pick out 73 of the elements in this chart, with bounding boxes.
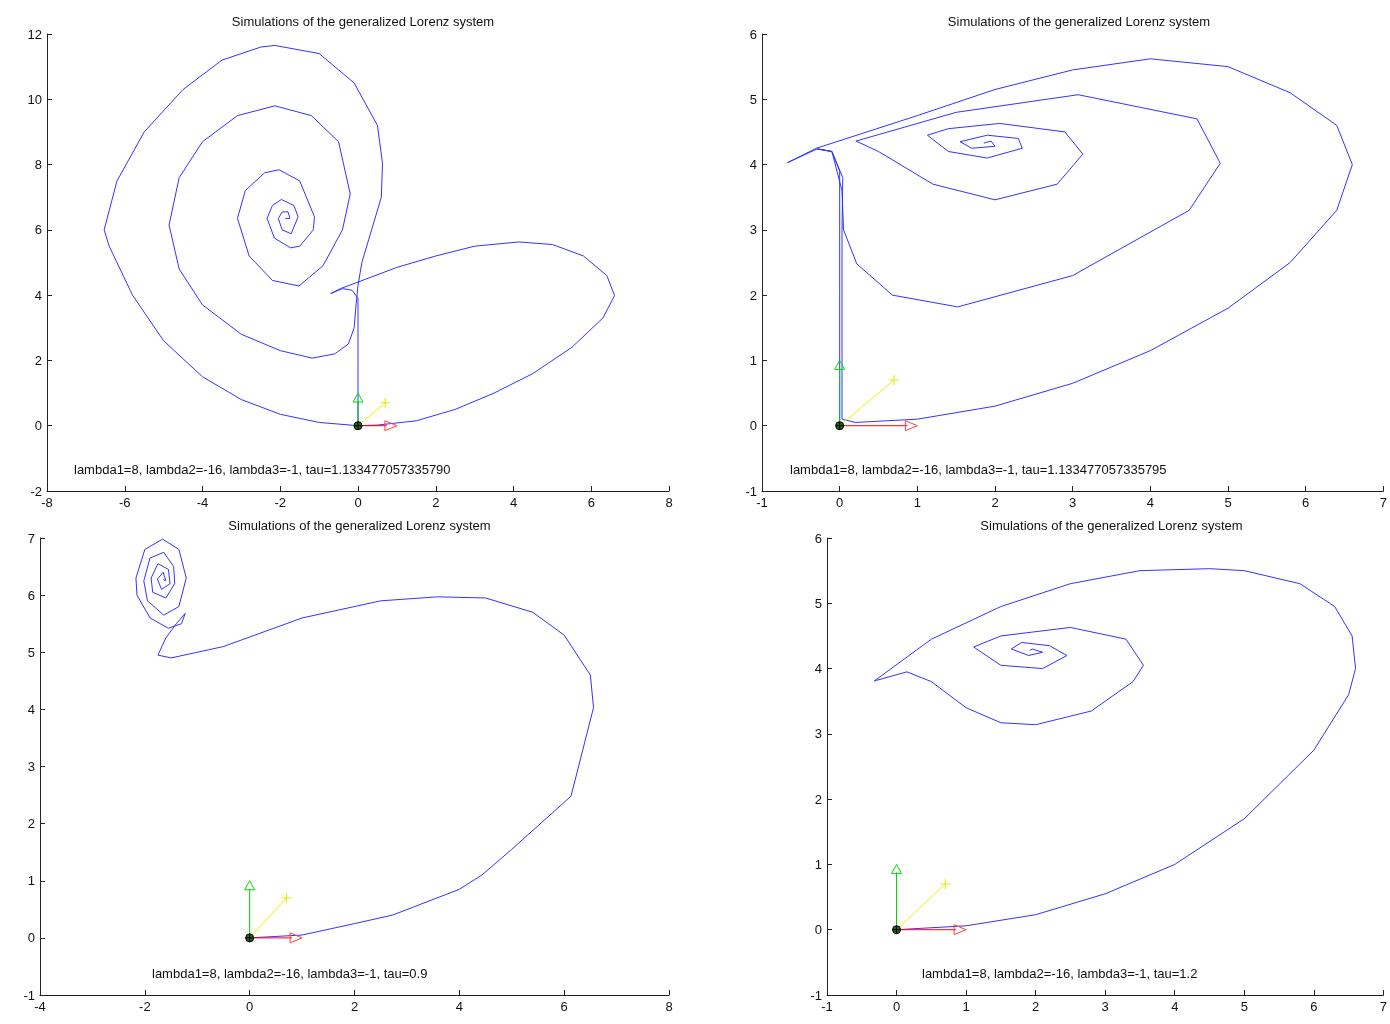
annotation: lambda1=8, lambda2=-16, lambda3=-1, tau=1.133477057335790 [74, 462, 451, 477]
x-tick-label: 2 [350, 999, 359, 1014]
y-tick-label: 1 [749, 352, 757, 368]
y-tick-label: -1 [810, 987, 822, 1003]
x-tick-label: 0 [892, 999, 901, 1014]
x-tick-label: 6 [1310, 999, 1318, 1014]
annotation: lambda1=8, lambda2=-16, lambda3=-1, tau=1.133477057335795 [790, 462, 1167, 477]
y-tick-label: 5 [27, 644, 35, 660]
x-tick-label: 4 [1171, 999, 1179, 1014]
y-tick-label: 6 [749, 26, 757, 42]
y-tick-label: 10 [27, 91, 42, 107]
x-tick-label: 8 [665, 999, 673, 1014]
x-tick-label: 4 [509, 495, 518, 510]
y-tick-label: 5 [814, 595, 822, 611]
x-tick-label: 6 [560, 999, 568, 1014]
x-tick-label: 6 [1302, 495, 1310, 510]
y-tick-label: 3 [27, 759, 35, 774]
y-tick-label: 6 [27, 587, 35, 603]
x-tick-label: -4 [196, 495, 209, 510]
x-tick-label: 2 [1032, 999, 1040, 1014]
y-tick-label: 5 [749, 91, 757, 107]
y-tick-label: 2 [814, 791, 822, 807]
y-tick-label: 0 [814, 922, 822, 938]
x-tick-label: 5 [1240, 999, 1248, 1014]
x-tick-label: -6 [118, 495, 131, 510]
y-tick-label: 4 [749, 157, 757, 173]
x-tick-label: -2 [274, 495, 287, 510]
chart-title: Simulations of the generalized Lorenz system [980, 518, 1243, 533]
y-tick-label: 1 [814, 856, 822, 872]
y-tick-label: 7 [27, 530, 35, 546]
y-tick-label: 3 [814, 726, 822, 742]
annotation: lambda1=8, lambda2=-16, lambda3=-1, tau=1.2 [922, 966, 1198, 981]
y-tick-label: -2 [30, 483, 42, 499]
y-tick-label: 6 [814, 530, 822, 546]
x-tick-label: 5 [1224, 495, 1232, 510]
y-tick-label: 0 [749, 418, 757, 434]
x-tick-label: -4 [34, 999, 46, 1014]
x-tick-label: 4 [455, 999, 463, 1014]
x-tick-label: 0 [354, 495, 362, 510]
annotation: lambda1=8, lambda2=-16, lambda3=-1, tau=0.9 [152, 966, 428, 981]
y-tick-label: 2 [749, 287, 757, 303]
x-tick-label: -2 [139, 999, 151, 1014]
x-tick-label: 8 [665, 495, 673, 510]
y-tick-label: 8 [34, 157, 42, 173]
y-tick-label: 1 [27, 873, 35, 889]
x-tick-label: 1 [962, 999, 970, 1014]
y-tick-label: 3 [749, 222, 757, 238]
x-tick-label: -8 [41, 495, 53, 510]
x-tick-label: 4 [1146, 495, 1154, 510]
y-tick-label: 4 [814, 661, 822, 677]
y-tick-label: 12 [27, 26, 42, 42]
x-tick-label: 6 [587, 495, 595, 510]
x-tick-label: 3 [1101, 999, 1109, 1014]
chart-title: Simulations of the generalized Lorenz system [947, 14, 1211, 29]
x-tick-label: 0 [836, 495, 844, 510]
chart-title: Simulations of the generalized Lorenz system [228, 518, 491, 533]
x-tick-label: 2 [991, 495, 999, 510]
y-tick-label: -1 [23, 987, 35, 1003]
y-tick-label: -1 [745, 483, 757, 499]
x-tick-label: 7 [1379, 999, 1387, 1014]
x-tick-label: 1 [913, 495, 921, 510]
x-tick-label: 2 [432, 495, 440, 510]
y-tick-label: 2 [34, 352, 42, 368]
x-tick-label: 0 [246, 999, 254, 1014]
x-tick-label: 7 [1379, 495, 1387, 510]
y-tick-label: 2 [27, 816, 35, 832]
y-tick-label: 4 [27, 701, 35, 717]
chart-title: Simulations of the generalized Lorenz system [231, 14, 495, 29]
x-tick-label: 3 [1069, 495, 1077, 510]
y-tick-label: 4 [34, 287, 42, 303]
y-tick-label: 0 [34, 418, 42, 434]
y-tick-label: 0 [27, 930, 35, 946]
y-tick-label: 6 [34, 222, 42, 238]
